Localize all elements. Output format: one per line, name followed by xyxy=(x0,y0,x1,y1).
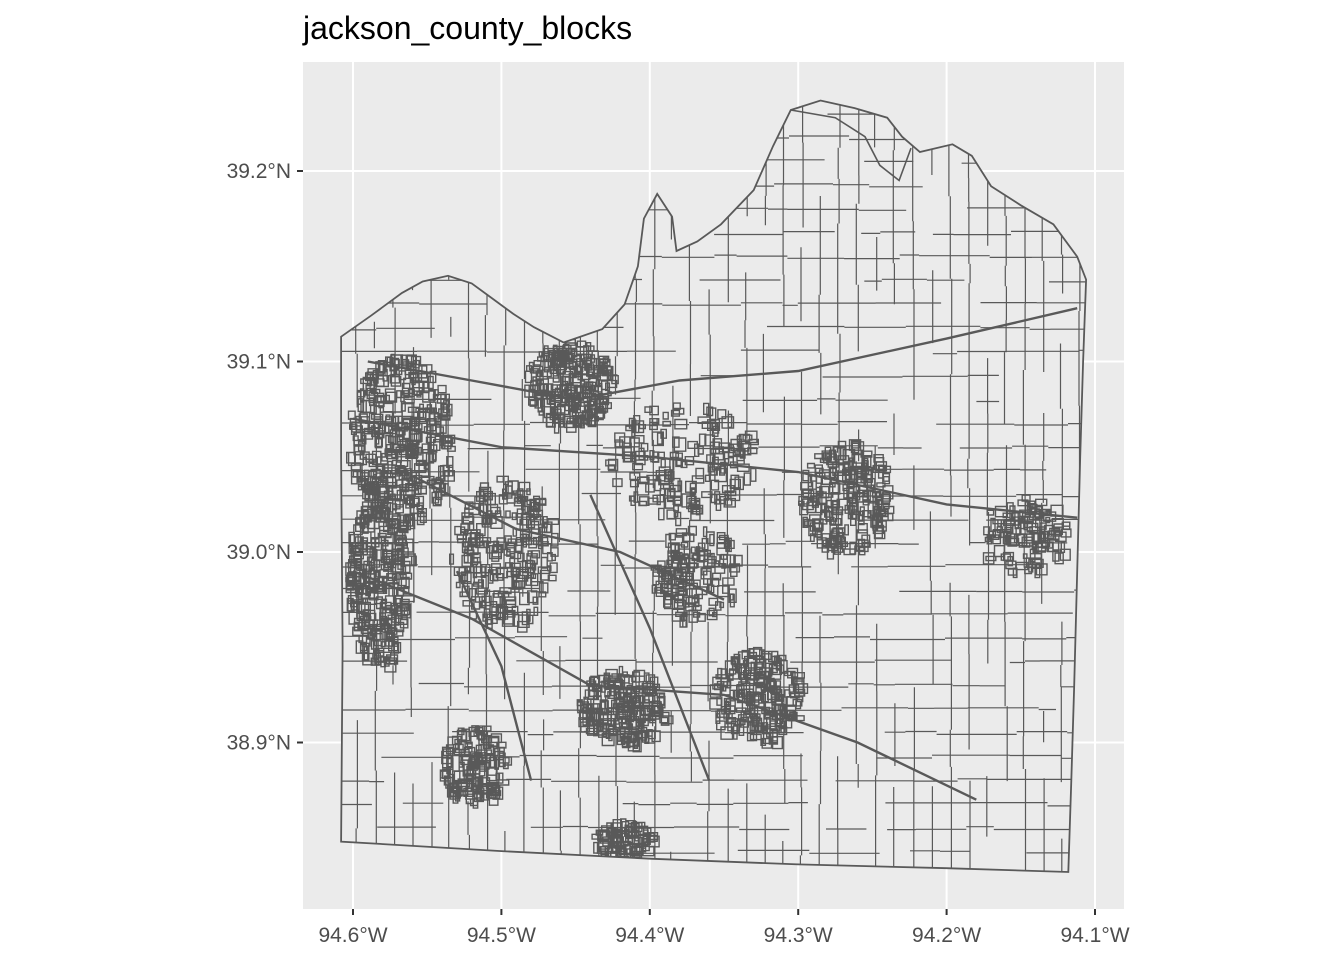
y-axis: 39.2°N 39.1°N 39.0°N 38.9°N xyxy=(227,160,303,755)
dense-block-cluster xyxy=(449,475,560,633)
block-grid-lines xyxy=(341,100,1087,872)
county-boundary xyxy=(340,99,1088,873)
y-tick-label: 39.0°N xyxy=(227,541,291,564)
x-tick-label: 94.1°W xyxy=(1060,924,1129,947)
highway-line xyxy=(455,570,533,781)
y-tick-label: 39.1°N xyxy=(227,351,291,374)
highway-line xyxy=(367,307,1078,401)
census-blocks xyxy=(341,100,1087,872)
dense-block-cluster xyxy=(605,402,759,527)
dense-block-cluster xyxy=(591,818,660,866)
x-tick-label: 94.5°W xyxy=(467,924,536,947)
y-tick-label: 39.2°N xyxy=(227,160,291,183)
dense-block-cluster xyxy=(576,665,674,753)
x-tick-label: 94.4°W xyxy=(615,924,684,947)
highway-line xyxy=(411,474,725,601)
dense-block-cluster xyxy=(650,525,743,628)
dense-block-cluster xyxy=(439,725,513,809)
plot-title: jackson_county_blocks xyxy=(303,10,633,46)
highway-line xyxy=(352,417,1078,519)
x-axis: 94.6°W 94.5°W 94.4°W 94.3°W 94.2°W 94.1°W xyxy=(318,909,1130,947)
dense-block-cluster xyxy=(524,338,619,434)
dense-block-cluster xyxy=(345,476,417,673)
y-tick-label: 38.9°N xyxy=(227,732,291,755)
dense-block-cluster xyxy=(798,439,895,560)
county-outline xyxy=(341,100,1087,872)
x-tick-label: 94.6°W xyxy=(318,924,387,947)
highway-line xyxy=(352,569,977,801)
highway-line xyxy=(589,494,711,782)
river-bend xyxy=(790,109,912,182)
x-tick-label: 94.2°W xyxy=(912,924,981,947)
x-tick-label: 94.3°W xyxy=(764,924,833,947)
